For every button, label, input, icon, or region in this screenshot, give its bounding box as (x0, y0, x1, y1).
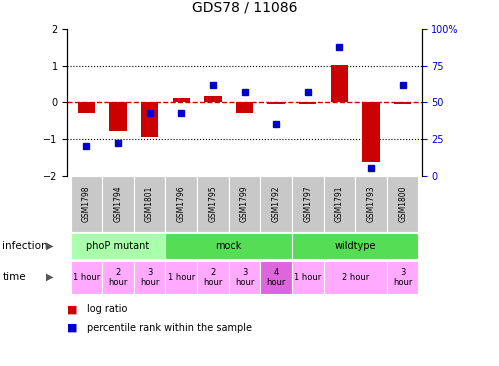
Text: GSM1798: GSM1798 (82, 186, 91, 222)
Text: 4
hour: 4 hour (266, 268, 286, 287)
Text: percentile rank within the sample: percentile rank within the sample (87, 322, 252, 333)
Text: 1 hour: 1 hour (294, 273, 321, 282)
Text: ▶: ▶ (46, 272, 53, 282)
Text: phoP mutant: phoP mutant (86, 241, 150, 251)
Text: ■: ■ (67, 304, 78, 314)
Text: log ratio: log ratio (87, 304, 128, 314)
Text: infection: infection (2, 241, 48, 251)
Bar (197, 261, 229, 294)
Bar (323, 176, 355, 232)
Bar (134, 261, 166, 294)
Bar (204, 96, 222, 102)
Text: mock: mock (216, 241, 242, 251)
Text: 2
hour: 2 hour (203, 268, 223, 287)
Text: ■: ■ (67, 322, 78, 333)
Text: 2
hour: 2 hour (108, 268, 128, 287)
Bar (166, 233, 292, 259)
Bar (387, 261, 419, 294)
Bar (102, 176, 134, 232)
Text: GSM1791: GSM1791 (335, 186, 344, 222)
Text: GSM1799: GSM1799 (240, 186, 249, 223)
Bar (394, 102, 411, 104)
Bar (70, 233, 166, 259)
Text: 1 hour: 1 hour (168, 273, 195, 282)
Bar (362, 102, 380, 162)
Text: GSM1794: GSM1794 (113, 186, 122, 223)
Text: GSM1795: GSM1795 (209, 186, 218, 223)
Bar (102, 261, 134, 294)
Bar (70, 176, 102, 232)
Text: GSM1801: GSM1801 (145, 186, 154, 222)
Text: GSM1800: GSM1800 (398, 186, 407, 222)
Text: ▶: ▶ (46, 241, 53, 251)
Bar (229, 261, 260, 294)
Text: 1 hour: 1 hour (73, 273, 100, 282)
Bar (109, 102, 127, 131)
Bar (141, 102, 158, 137)
Bar (229, 176, 260, 232)
Bar (166, 176, 197, 232)
Text: GSM1792: GSM1792 (271, 186, 280, 222)
Bar (299, 102, 316, 104)
Text: GSM1797: GSM1797 (303, 186, 312, 223)
Bar (292, 176, 323, 232)
Bar (70, 261, 102, 294)
Text: 3
hour: 3 hour (140, 268, 159, 287)
Bar (323, 261, 387, 294)
Bar (197, 176, 229, 232)
Text: GSM1796: GSM1796 (177, 186, 186, 223)
Bar (292, 261, 323, 294)
Bar (260, 176, 292, 232)
Text: GDS78 / 11086: GDS78 / 11086 (192, 1, 297, 15)
Bar (267, 102, 285, 104)
Text: 3
hour: 3 hour (393, 268, 412, 287)
Bar (173, 98, 190, 102)
Bar (292, 233, 419, 259)
Text: wildtype: wildtype (334, 241, 376, 251)
Bar (236, 102, 253, 113)
Bar (78, 102, 95, 113)
Bar (331, 65, 348, 102)
Text: time: time (2, 272, 26, 282)
Text: GSM1793: GSM1793 (367, 186, 376, 223)
Bar (387, 176, 419, 232)
Bar (260, 261, 292, 294)
Bar (355, 176, 387, 232)
Text: 3
hour: 3 hour (235, 268, 254, 287)
Bar (166, 261, 197, 294)
Bar (134, 176, 166, 232)
Text: 2 hour: 2 hour (342, 273, 369, 282)
